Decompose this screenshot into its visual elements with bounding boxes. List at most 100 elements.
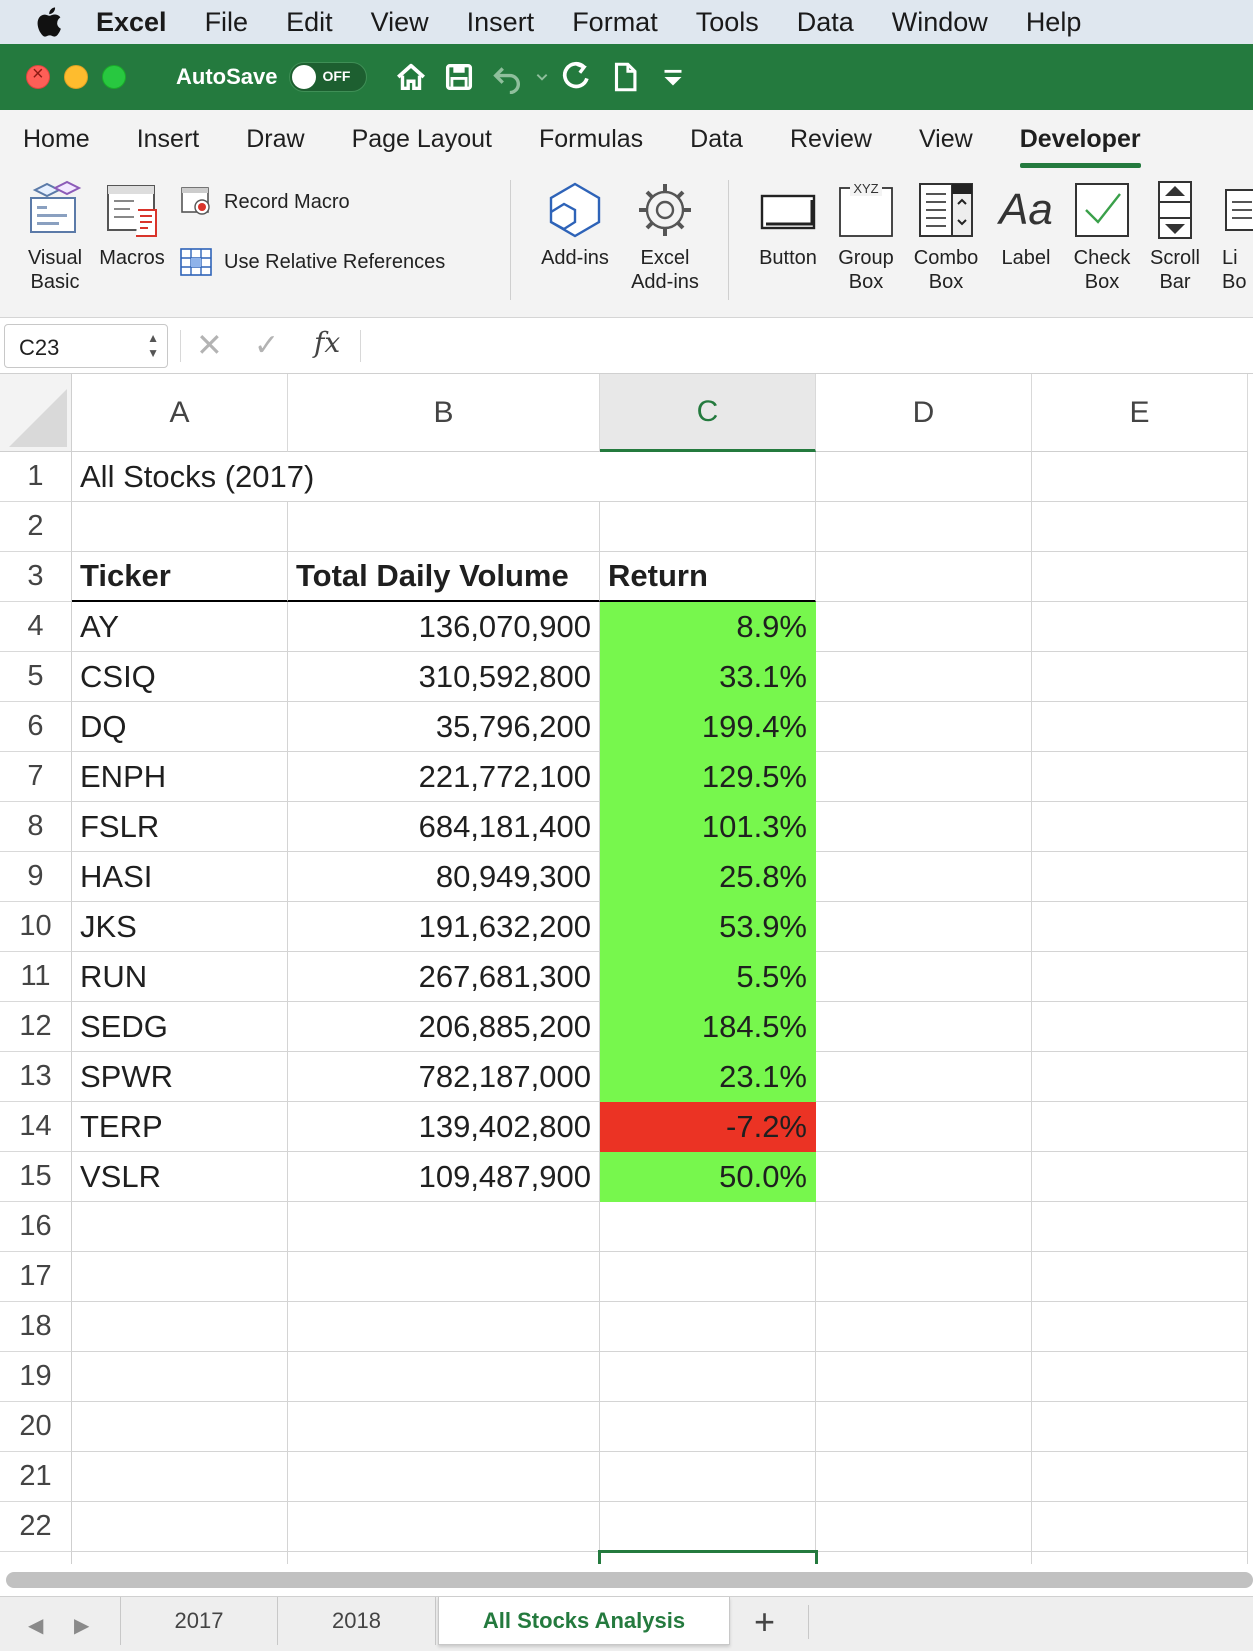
cell-d7[interactable] (816, 752, 1032, 802)
volume-cell[interactable]: 684,181,400 (288, 802, 600, 852)
row-header[interactable] (0, 1552, 72, 1564)
cell-d15[interactable] (816, 1152, 1032, 1202)
return-cell-positive[interactable]: 199.4% (600, 702, 816, 752)
tab-review[interactable]: Review (789, 124, 872, 153)
cell-d9[interactable] (816, 852, 1032, 902)
header-ticker[interactable]: Ticker (72, 552, 288, 602)
ticker-cell[interactable]: CSIQ (72, 652, 288, 702)
ticker-cell[interactable]: RUN (72, 952, 288, 1002)
cell-a21[interactable] (72, 1452, 288, 1502)
cell-d11[interactable] (816, 952, 1032, 1002)
tab-page-layout[interactable]: Page Layout (351, 124, 492, 153)
menu-format[interactable]: Format (572, 6, 658, 37)
cell-e16[interactable] (1032, 1202, 1248, 1252)
column-header-e[interactable]: E (1032, 374, 1248, 452)
menu-insert[interactable]: Insert (466, 6, 535, 37)
ticker-cell[interactable]: HASI (72, 852, 288, 902)
autosave-toggle[interactable]: OFF (289, 62, 368, 92)
cell-d2[interactable] (816, 502, 1032, 552)
return-cell-positive[interactable]: 8.9% (600, 602, 816, 652)
volume-cell[interactable]: 310,592,800 (288, 652, 600, 702)
sheet-tab-2018[interactable]: 2018 (278, 1597, 436, 1645)
cell-b21[interactable] (288, 1452, 600, 1502)
redo-icon[interactable] (555, 55, 599, 99)
row-header[interactable]: 14 (0, 1102, 72, 1152)
row-header[interactable]: 15 (0, 1152, 72, 1202)
row-header[interactable]: 7 (0, 752, 72, 802)
cell-e20[interactable] (1032, 1402, 1248, 1452)
return-cell-positive[interactable]: 101.3% (600, 802, 816, 852)
minimize-window-button[interactable] (64, 65, 88, 89)
column-header-b[interactable]: B (288, 374, 600, 452)
cell-e12[interactable] (1032, 1002, 1248, 1052)
header-volume[interactable]: Total Daily Volume (288, 552, 600, 602)
return-cell-positive[interactable]: 129.5% (600, 752, 816, 802)
row-header[interactable]: 16 (0, 1202, 72, 1252)
cell-b22[interactable] (288, 1502, 600, 1552)
menu-window[interactable]: Window (891, 6, 988, 37)
cell-d14[interactable] (816, 1102, 1032, 1152)
spreadsheet-grid[interactable]: A B C D E 1 All Stocks (2017) 2 3 Ticker Total Dai… (0, 374, 1253, 1564)
return-cell-positive[interactable]: 33.1% (600, 652, 816, 702)
volume-cell[interactable]: 136,070,900 (288, 602, 600, 652)
list-box-control[interactable]: Li Bo (1222, 180, 1253, 294)
name-box[interactable]: C23 ▲ ▼ (4, 324, 168, 368)
cell-a17[interactable] (72, 1252, 288, 1302)
cell-c1[interactable] (600, 452, 816, 502)
cell-b18[interactable] (288, 1302, 600, 1352)
menu-file[interactable]: File (204, 6, 249, 37)
tab-developer[interactable]: Developer (1019, 124, 1141, 168)
ticker-cell[interactable]: AY (72, 602, 288, 652)
volume-cell[interactable]: 191,632,200 (288, 902, 600, 952)
cell-c21[interactable] (600, 1452, 816, 1502)
column-header-a[interactable]: A (72, 374, 288, 452)
cell-e23[interactable] (1032, 1552, 1248, 1564)
row-header[interactable]: 4 (0, 602, 72, 652)
cell-c19[interactable] (600, 1352, 816, 1402)
cell-b2[interactable] (288, 502, 600, 552)
ticker-cell[interactable]: TERP (72, 1102, 288, 1152)
home-icon[interactable] (389, 55, 433, 99)
form-button-control[interactable]: Button (748, 180, 828, 270)
row-header[interactable]: 9 (0, 852, 72, 902)
row-header[interactable]: 5 (0, 652, 72, 702)
return-cell-negative[interactable]: -7.2% (600, 1102, 816, 1152)
ticker-cell[interactable]: DQ (72, 702, 288, 752)
select-all-corner[interactable] (0, 374, 72, 452)
horizontal-scrollbar[interactable] (6, 1572, 1253, 1588)
cell-c20[interactable] (600, 1402, 816, 1452)
menu-tools[interactable]: Tools (695, 6, 759, 37)
zoom-window-button[interactable] (102, 65, 126, 89)
previous-sheet-arrow-icon[interactable]: ◀ (28, 1615, 44, 1637)
menu-edit[interactable]: Edit (286, 6, 333, 37)
row-header[interactable]: 6 (0, 702, 72, 752)
sheet-title-cell[interactable]: All Stocks (2017) (72, 452, 314, 502)
label-control[interactable]: Aa Label (990, 180, 1062, 270)
cell-d20[interactable] (816, 1402, 1032, 1452)
cell-b1[interactable] (288, 452, 600, 502)
cell-d21[interactable] (816, 1452, 1032, 1502)
cell-d1[interactable] (816, 452, 1032, 502)
name-box-stepper-icon[interactable]: ▲ ▼ (147, 331, 159, 360)
cell-c18[interactable] (600, 1302, 816, 1352)
cell-e1[interactable] (1032, 452, 1248, 502)
row-header[interactable]: 13 (0, 1052, 72, 1102)
row-header[interactable]: 8 (0, 802, 72, 852)
volume-cell[interactable]: 109,487,900 (288, 1152, 600, 1202)
cell-d19[interactable] (816, 1352, 1032, 1402)
visual-basic-button[interactable]: Visual Basic (14, 180, 96, 294)
return-cell-positive[interactable]: 50.0% (600, 1152, 816, 1202)
sheet-tab-2017[interactable]: 2017 (120, 1597, 278, 1645)
sheet-tab-all-stocks-analysis[interactable]: All Stocks Analysis (438, 1597, 730, 1645)
row-header[interactable]: 22 (0, 1502, 72, 1552)
close-window-button[interactable] (26, 63, 50, 89)
tab-draw[interactable]: Draw (246, 124, 305, 153)
row-header[interactable]: 12 (0, 1002, 72, 1052)
cell-e17[interactable] (1032, 1252, 1248, 1302)
cell-d12[interactable] (816, 1002, 1032, 1052)
row-header[interactable]: 2 (0, 502, 72, 552)
ticker-cell[interactable]: VSLR (72, 1152, 288, 1202)
volume-cell[interactable]: 80,949,300 (288, 852, 600, 902)
cell-e9[interactable] (1032, 852, 1248, 902)
add-ins-button[interactable]: Add-ins (530, 180, 620, 270)
